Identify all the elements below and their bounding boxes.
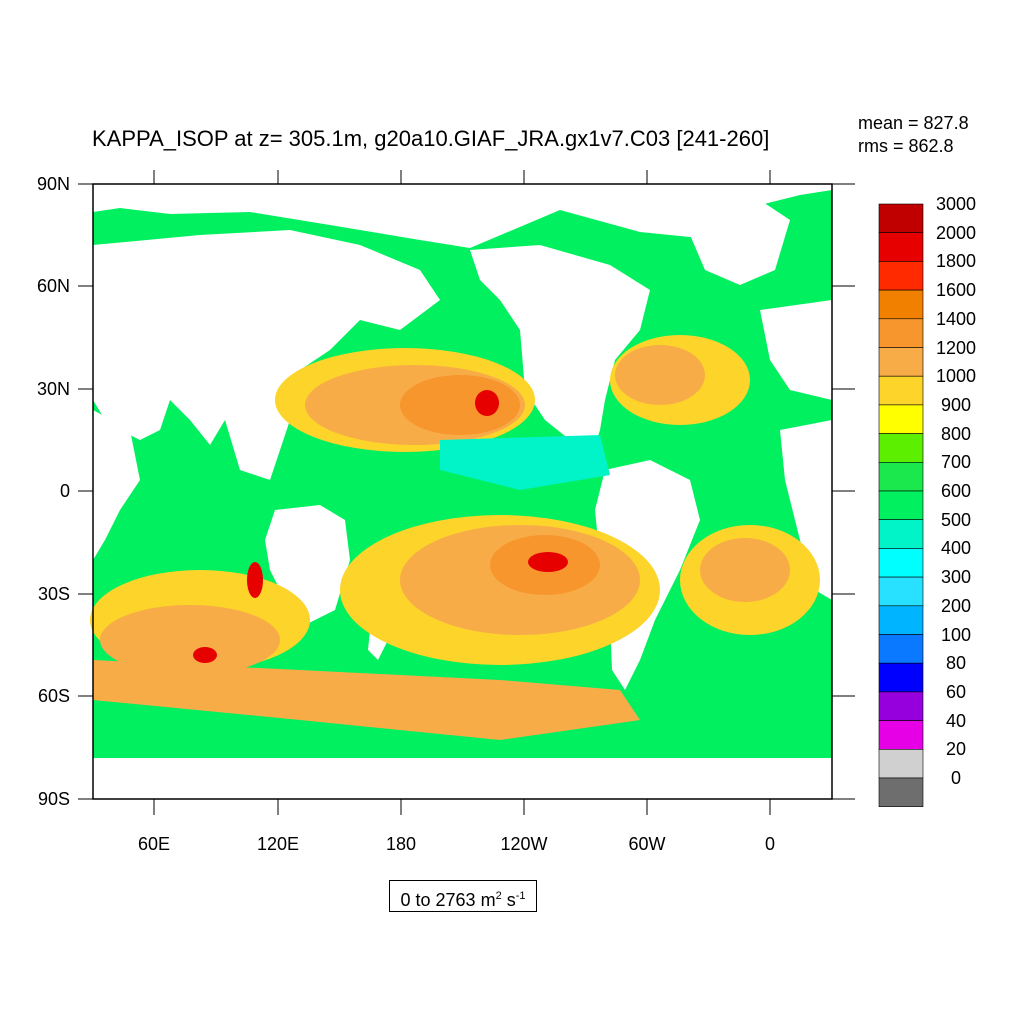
rms-value: rms = 862.8 <box>858 136 954 156</box>
satl-band-2 <box>700 538 790 602</box>
colorbar-label: 1400 <box>935 308 977 329</box>
range-unit-mid: s <box>501 890 516 910</box>
lat-label-60n: 60N <box>36 276 70 296</box>
colorbar-label: 300 <box>940 567 972 588</box>
land-eurasia <box>93 230 440 480</box>
colorbar-label: 0 <box>950 768 961 788</box>
colorbar-label: 1200 <box>935 337 977 358</box>
npac-core <box>475 390 499 416</box>
eq-pacific-band <box>440 435 610 490</box>
colorbar-label: 600 <box>940 481 972 501</box>
colorbar-label: 20 <box>945 739 967 760</box>
colorbar-swatch <box>878 404 924 434</box>
colorbar-label: 2000 <box>935 222 977 243</box>
colorbar-swatch <box>878 461 924 492</box>
range-exp2: -1 <box>515 890 526 902</box>
colorbar-label: 60 <box>945 681 967 702</box>
colorbar-label: 1000 <box>935 366 977 387</box>
land-africa-west <box>780 420 832 600</box>
lat-label-30n: 30N <box>36 379 70 399</box>
lat-label-30s: 30S <box>37 584 70 604</box>
mean-value: mean = 827.8 <box>858 113 969 133</box>
colorbar-swatch <box>878 634 924 664</box>
range-exp1: 2 <box>495 890 502 902</box>
colorbar-swatch <box>878 375 924 406</box>
lat-label-60s: 60S <box>37 686 70 706</box>
colorbar-swatch <box>878 662 924 693</box>
colorbar-swatch <box>878 777 924 808</box>
sind-core <box>193 647 217 663</box>
sind-band-2 <box>100 605 280 675</box>
colorbar-label: 200 <box>940 595 972 616</box>
land-south-pole <box>93 758 832 799</box>
colorbar-swatch <box>878 548 924 578</box>
npac-band-3 <box>400 375 520 435</box>
range-box: 0 to 2763 m2 s-1 <box>389 880 537 912</box>
lon-label-180: 180 <box>385 834 417 854</box>
colorbar-label: 40 <box>945 710 967 731</box>
spac-core <box>528 552 568 572</box>
lon-label-60w: 60W <box>628 834 666 854</box>
range-text: 0 to 2763 m <box>400 890 496 910</box>
colorbar-label: 1600 <box>935 280 977 301</box>
colorbar-label: 3000 <box>935 194 977 214</box>
colorbar-swatch <box>878 261 924 291</box>
colorbar-swatch <box>878 490 924 521</box>
land-north-polar <box>93 184 832 248</box>
colorbar-swatch <box>878 347 924 377</box>
stats-block: mean = 827.8 rms = 862.8 <box>858 112 969 158</box>
colorbar-label: 800 <box>940 423 972 444</box>
lon-ticks <box>153 170 771 815</box>
colorbar-label: 400 <box>940 538 972 559</box>
southern-band <box>93 660 640 740</box>
lon-label-0: 0 <box>764 834 775 854</box>
colorbar-swatch <box>878 748 924 779</box>
colorbar-swatch <box>878 720 924 750</box>
colorbar-label: 100 <box>940 624 972 645</box>
land-africa-east <box>93 410 140 560</box>
lon-label-120e: 120E <box>256 834 300 854</box>
colorbar-swatch <box>878 433 924 463</box>
colorbar-label: 1800 <box>935 251 977 272</box>
lat-ticks <box>78 183 855 800</box>
lat-label-0: 0 <box>59 481 70 501</box>
colorbar-label: 500 <box>940 509 972 530</box>
colorbar-swatch <box>878 691 924 721</box>
land-north-america <box>470 245 650 460</box>
land-greenland <box>690 200 790 285</box>
colorbar-swatch <box>878 232 924 262</box>
colorbar <box>878 203 924 808</box>
lat-label-90s: 90S <box>37 789 70 809</box>
lon-label-120w: 120W <box>500 834 548 854</box>
colorbar-swatch <box>878 289 924 320</box>
colorbar-label: 80 <box>945 653 967 674</box>
colorbar-swatch <box>878 576 924 607</box>
colorbar-swatch <box>878 605 924 635</box>
map-title: KAPPA_ISOP at z= 305.1m, g20a10.GIAF_JRA… <box>92 126 770 151</box>
colorbar-label: 700 <box>940 452 972 473</box>
colorbar-swatch <box>878 318 924 348</box>
colorbar-swatch <box>878 203 924 234</box>
lat-label-90n: 90N <box>36 174 70 194</box>
land-europe <box>760 300 832 400</box>
agulhas-core <box>247 562 263 598</box>
natl-band-2 <box>615 345 705 405</box>
colorbar-label: 900 <box>940 394 972 415</box>
colorbar-swatch <box>878 519 924 549</box>
lon-label-60e: 60E <box>137 834 171 854</box>
